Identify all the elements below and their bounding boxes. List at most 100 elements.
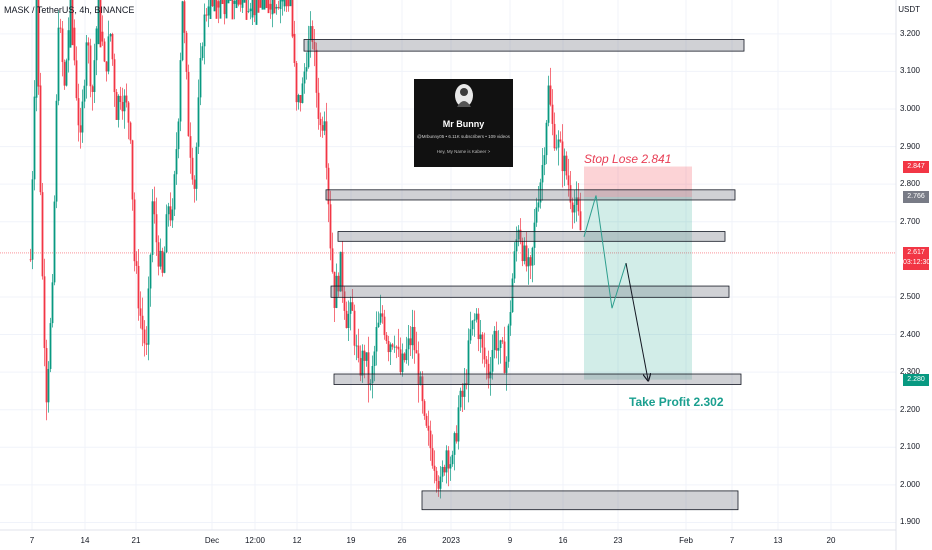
candle [261, 0, 264, 10]
candle [255, 0, 258, 25]
candle [153, 186, 156, 224]
candle [523, 237, 526, 265]
candle [543, 147, 546, 176]
candle [319, 112, 322, 137]
candle [177, 118, 180, 159]
price-tick-label: 2.500 [899, 291, 920, 301]
candle [37, 0, 40, 95]
channel-promo-card[interactable]: Mr Bunny @Mrbunny05 • 6.11K subscribers … [414, 79, 513, 167]
candle [291, 0, 294, 39]
projection-path[interactable] [583, 195, 648, 379]
price-tick-label: 2.800 [899, 179, 920, 189]
position-tool[interactable] [584, 166, 692, 380]
candle [413, 310, 416, 364]
candle [259, 0, 262, 8]
candle [509, 300, 512, 336]
candle [385, 331, 388, 344]
candle [491, 334, 494, 380]
candle [505, 356, 508, 391]
candle [87, 37, 90, 64]
candle [339, 251, 342, 292]
candle [83, 79, 86, 109]
candle [29, 248, 32, 262]
candle [107, 20, 110, 75]
symbol-title: MASK / TetherUS, 4h, BINANCE [4, 5, 135, 15]
candle [71, 0, 74, 46]
candle [271, 0, 274, 28]
candle [557, 130, 560, 166]
candle [223, 0, 226, 25]
time-tick-label: 26 [397, 536, 407, 545]
candle [293, 20, 296, 67]
candle [323, 111, 326, 136]
candle [545, 119, 548, 165]
candle [283, 0, 286, 12]
candle [127, 101, 130, 140]
channel-name: Mr Bunny [442, 119, 485, 129]
candle [105, 61, 108, 82]
candle [533, 209, 536, 266]
candle [157, 235, 160, 276]
price-tick-label: 3.000 [899, 104, 920, 113]
candle [309, 11, 312, 58]
candle [493, 326, 496, 359]
candle [437, 475, 440, 497]
candle [377, 311, 380, 328]
candle [237, 0, 240, 7]
currency-label: USDT [898, 5, 920, 14]
candle [103, 38, 106, 63]
candle [121, 87, 124, 120]
candle [517, 225, 520, 247]
candle [79, 107, 82, 149]
candle [303, 63, 306, 94]
candle [381, 305, 384, 324]
candle [89, 38, 92, 98]
time-tick-label: 16 [558, 536, 568, 545]
candle [527, 248, 530, 285]
price-tick-label: 2.300 [899, 367, 920, 377]
candle [375, 311, 378, 366]
candle [59, 18, 62, 33]
candle [81, 89, 84, 143]
channel-greeting: Hey, My Name is Kabeer > [436, 149, 491, 154]
candle [407, 324, 410, 366]
candle [423, 399, 426, 420]
candle [547, 75, 550, 127]
candle [75, 46, 78, 101]
candle [537, 186, 540, 212]
candle [251, 0, 254, 26]
candle [465, 369, 468, 390]
candle [507, 323, 510, 368]
zone-3200 [303, 39, 745, 52]
candle [31, 171, 34, 270]
candle [249, 2, 252, 20]
candle [467, 328, 470, 403]
candle [307, 25, 310, 69]
time-tick-label: 13 [773, 536, 783, 545]
price-tick-label: 2.400 [899, 329, 920, 339]
candle [257, 0, 260, 13]
candle [57, 10, 60, 106]
candle [201, 42, 204, 61]
candle [191, 147, 194, 185]
candle [463, 368, 466, 410]
candle [575, 181, 578, 222]
candle [321, 116, 324, 138]
candle [473, 313, 476, 337]
candle [445, 445, 448, 484]
time-tick-label: 7 [29, 536, 35, 545]
candle [313, 29, 316, 67]
candle [417, 341, 420, 403]
candle [409, 326, 412, 356]
candle [447, 446, 450, 487]
candle [431, 434, 434, 469]
zone-2670 [337, 231, 726, 242]
candle [231, 0, 234, 20]
candle [113, 53, 116, 107]
candle [441, 460, 444, 483]
countdown-value: 03:12:30 [903, 258, 931, 266]
support-resistance-zones[interactable] [303, 39, 745, 511]
candle [567, 158, 570, 197]
candle [265, 0, 268, 9]
